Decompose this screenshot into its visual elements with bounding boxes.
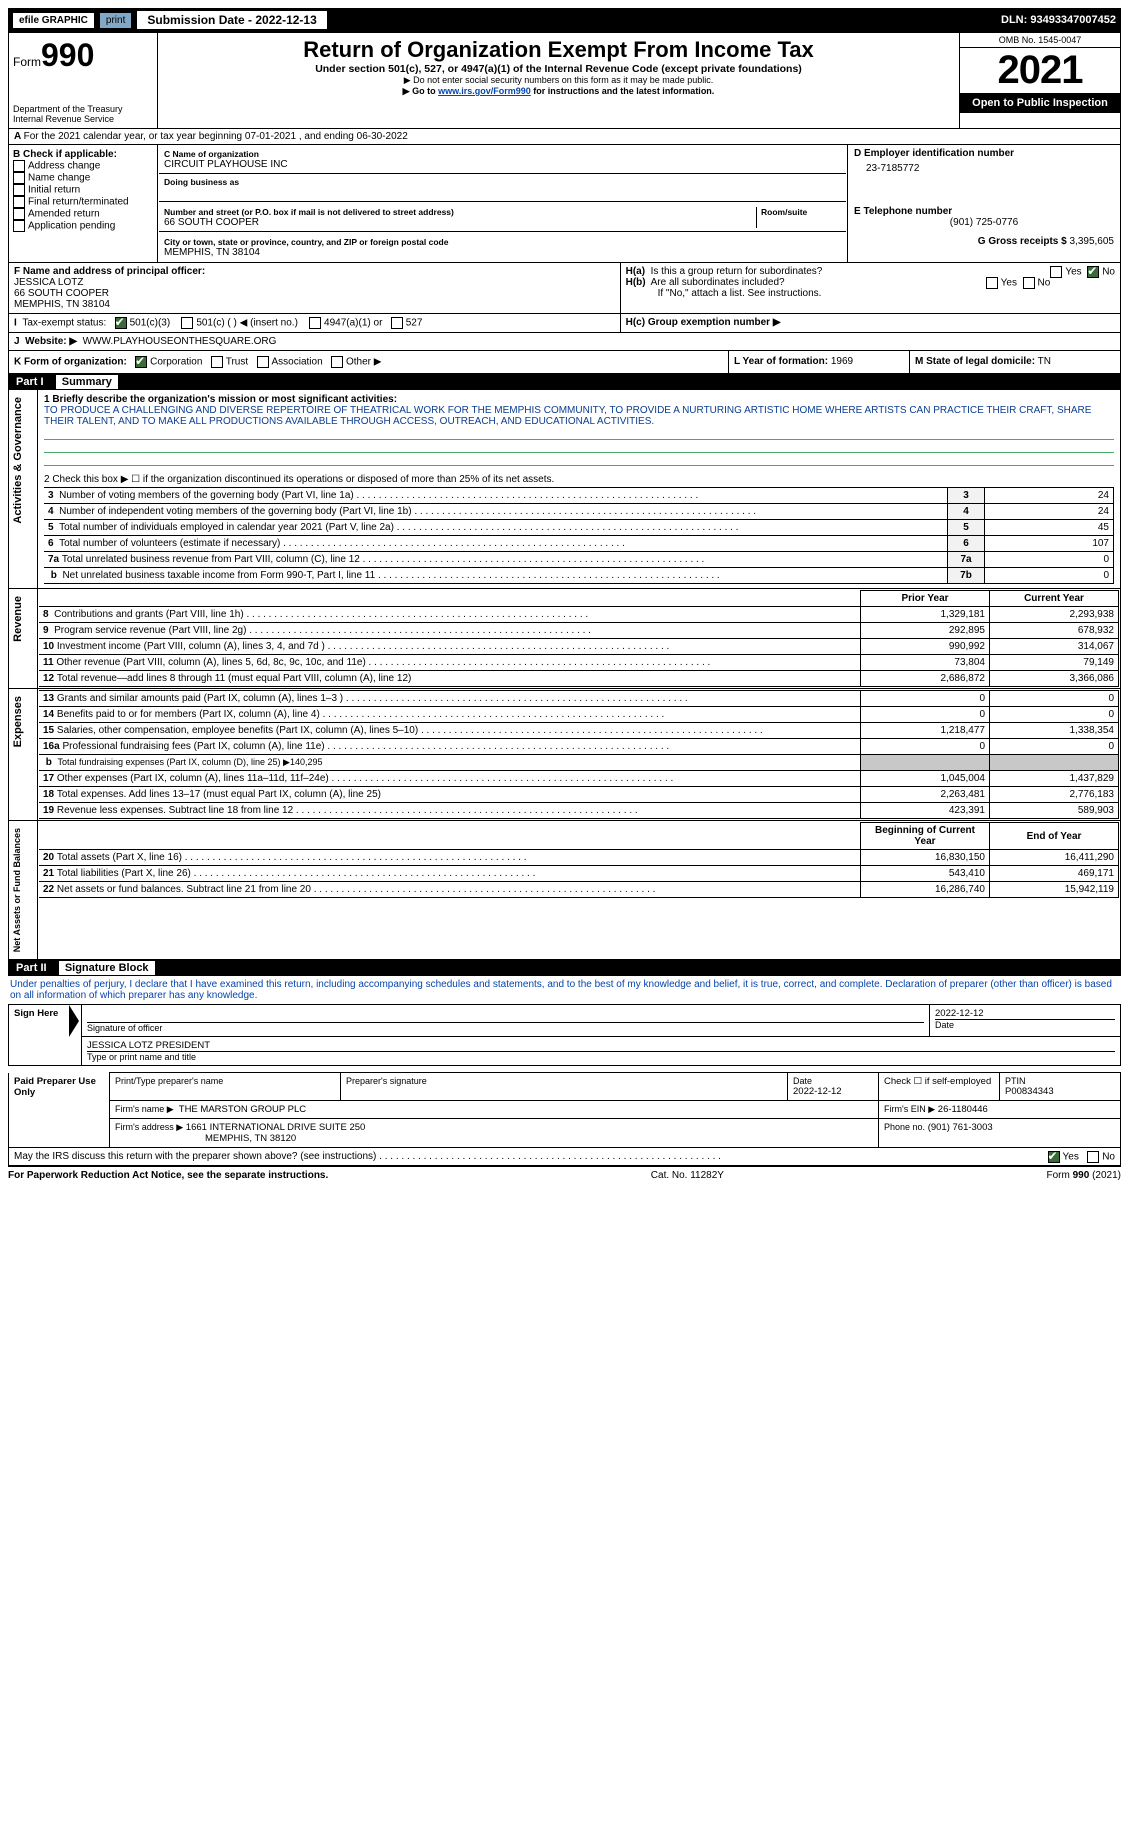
m-label: M State of legal domicile: — [915, 356, 1035, 367]
side-revenue: Revenue — [10, 590, 26, 648]
line-1-label: 1 Briefly describe the organization's mi… — [44, 394, 1114, 405]
firm-name: THE MARSTON GROUP PLC — [179, 1104, 306, 1115]
city-label: City or town, state or province, country… — [164, 237, 841, 247]
firm-ein-label: Firm's EIN ▶ — [884, 1104, 935, 1114]
h-c: H(c) Group exemption number ▶ — [620, 314, 1120, 333]
goto-note: ▶ Go to www.irs.gov/Form990 for instruct… — [162, 86, 955, 97]
form-number: Form990 — [13, 37, 153, 74]
omb-number: OMB No. 1545-0047 — [960, 33, 1120, 48]
form-subtitle: Under section 501(c), 527, or 4947(a)(1)… — [162, 63, 955, 75]
footer-cat: Cat. No. 11282Y — [651, 1170, 724, 1181]
mission-text: TO PRODUCE A CHALLENGING AND DIVERSE REP… — [44, 405, 1114, 427]
l-label: L Year of formation: — [734, 356, 828, 367]
lines-3-7: 3 Number of voting members of the govern… — [44, 487, 1114, 584]
type-name-label: Type or print name and title — [87, 1052, 1115, 1062]
identity-block: B Check if applicable: Address change Na… — [8, 145, 1121, 263]
prep-sig-label: Preparer's signature — [346, 1076, 782, 1086]
sig-officer-label: Signature of officer — [87, 1023, 924, 1033]
city-value: MEMPHIS, TN 38104 — [164, 247, 841, 258]
firm-phone-label: Phone no. — [884, 1122, 925, 1132]
firm-addr2: MEMPHIS, TN 38120 — [115, 1133, 296, 1144]
efile-badge: efile GRAPHIC — [13, 13, 94, 28]
street-address: 66 SOUTH COOPER — [164, 217, 756, 228]
part-2-bar: Part II Signature Block — [8, 960, 1121, 976]
netassets-grid: Beginning of Current YearEnd of Year 20 … — [39, 822, 1119, 898]
c-name-label: C Name of organization — [164, 149, 841, 159]
officer-addr1: 66 SOUTH COOPER — [14, 288, 615, 299]
side-expenses: Expenses — [10, 690, 26, 753]
side-governance: Activities & Governance — [10, 391, 26, 530]
ein-label: D Employer identification number — [854, 148, 1114, 159]
may-irs-discuss: May the IRS discuss this return with the… — [8, 1148, 1121, 1166]
paid-preparer-block: Paid Preparer Use Only Print/Type prepar… — [8, 1072, 1121, 1148]
phone-value: (901) 725-0776 — [854, 217, 1114, 228]
footer-right: Form 990 (2021) — [1047, 1170, 1121, 1181]
firm-addr1: 1661 INTERNATIONAL DRIVE SUITE 250 — [186, 1122, 366, 1133]
page-footer: For Paperwork Reduction Act Notice, see … — [8, 1166, 1121, 1181]
submission-date: Submission Date - 2022-12-13 — [137, 11, 326, 29]
prep-date-value: 2022-12-12 — [793, 1086, 873, 1097]
line-A: A For the 2021 calendar year, or tax yea… — [8, 129, 1121, 145]
prep-name-label: Print/Type preparer's name — [115, 1076, 335, 1086]
part-1-body: Activities & Governance 1 Briefly descri… — [8, 390, 1121, 960]
sign-here-label: Sign Here — [9, 1005, 70, 1066]
tax-year: 2021 — [960, 48, 1120, 93]
irs-label: Internal Revenue Service — [13, 114, 153, 124]
revenue-grid: Prior YearCurrent Year 8 Contributions a… — [39, 590, 1119, 687]
k-l-m-block: K Form of organization: Corporation Trus… — [8, 351, 1121, 374]
firm-name-label: Firm's name ▶ — [115, 1104, 174, 1114]
sign-here-block: Sign Here Signature of officer 2022-12-1… — [8, 1004, 1121, 1066]
gross-receipts-value: 3,395,605 — [1070, 236, 1115, 247]
tax-exempt-label: Tax-exempt status: — [22, 318, 106, 329]
firm-ein: 26-1180446 — [938, 1104, 988, 1115]
line-2: 2 Check this box ▶ ☐ if the organization… — [44, 474, 1114, 485]
addr-label: Number and street (or P.O. box if mail i… — [164, 207, 756, 217]
org-name: CIRCUIT PLAYHOUSE INC — [164, 159, 841, 170]
ptin-value: P00834343 — [1005, 1086, 1115, 1097]
h-b: H(b) Are all subordinates included? Yes … — [626, 277, 1115, 288]
footer-left: For Paperwork Reduction Act Notice, see … — [8, 1170, 328, 1181]
officer-addr2: MEMPHIS, TN 38104 — [14, 299, 615, 310]
room-label: Room/suite — [761, 207, 841, 217]
dln-number: DLN: 93493347007452 — [1001, 14, 1116, 26]
form-title: Return of Organization Exempt From Incom… — [162, 37, 955, 63]
m-value: TN — [1038, 356, 1051, 367]
firm-phone: (901) 761-3003 — [928, 1122, 993, 1133]
prep-date-label: Date — [793, 1076, 873, 1086]
f-label: F Name and address of principal officer: — [14, 266, 615, 277]
h-a: H(a) Is this a group return for subordin… — [626, 266, 1115, 277]
l-value: 1969 — [831, 356, 853, 367]
self-employed-check: Check ☐ if self-employed — [879, 1073, 1000, 1101]
open-to-public: Open to Public Inspection — [960, 93, 1120, 113]
irs-link[interactable]: www.irs.gov/Form990 — [438, 86, 531, 96]
k-label: K Form of organization: — [14, 357, 127, 368]
officer-status-block: F Name and address of principal officer:… — [8, 263, 1121, 351]
efile-header-bar: efile GRAPHIC print Submission Date - 20… — [8, 8, 1121, 32]
officer-name: JESSICA LOTZ — [14, 277, 615, 288]
arrow-icon — [69, 1005, 79, 1037]
ssn-note: ▶ Do not enter social security numbers o… — [162, 75, 955, 86]
ein-value: 23-7185772 — [854, 159, 1114, 174]
sig-date-value: 2022-12-12 — [935, 1008, 1115, 1020]
section-B: B Check if applicable: Address change Na… — [9, 145, 158, 263]
part-1-bar: Part I Summary — [8, 374, 1121, 390]
expenses-grid: 13 Grants and similar amounts paid (Part… — [39, 690, 1119, 819]
website-label: Website: ▶ — [25, 336, 77, 347]
dept-treasury: Department of the Treasury — [13, 104, 153, 114]
paid-preparer-label: Paid Preparer Use Only — [9, 1073, 110, 1148]
gross-receipts-label: G Gross receipts $ — [978, 236, 1067, 247]
h-b-note: If "No," attach a list. See instructions… — [626, 288, 1115, 299]
side-net-assets: Net Assets or Fund Balances — [10, 822, 24, 958]
penalty-statement: Under penalties of perjury, I declare th… — [8, 976, 1121, 1004]
website-value: WWW.PLAYHOUSEONTHESQUARE.ORG — [83, 336, 277, 347]
officer-typed-name: JESSICA LOTZ PRESIDENT — [87, 1040, 1115, 1052]
ptin-label: PTIN — [1005, 1076, 1115, 1086]
sig-date-label: Date — [935, 1020, 1115, 1030]
firm-addr-label: Firm's address ▶ — [115, 1122, 183, 1132]
form-header: Form990 Department of the Treasury Inter… — [8, 32, 1121, 129]
phone-label: E Telephone number — [854, 206, 1114, 217]
dba-label: Doing business as — [164, 177, 841, 187]
print-button[interactable]: print — [100, 13, 131, 28]
